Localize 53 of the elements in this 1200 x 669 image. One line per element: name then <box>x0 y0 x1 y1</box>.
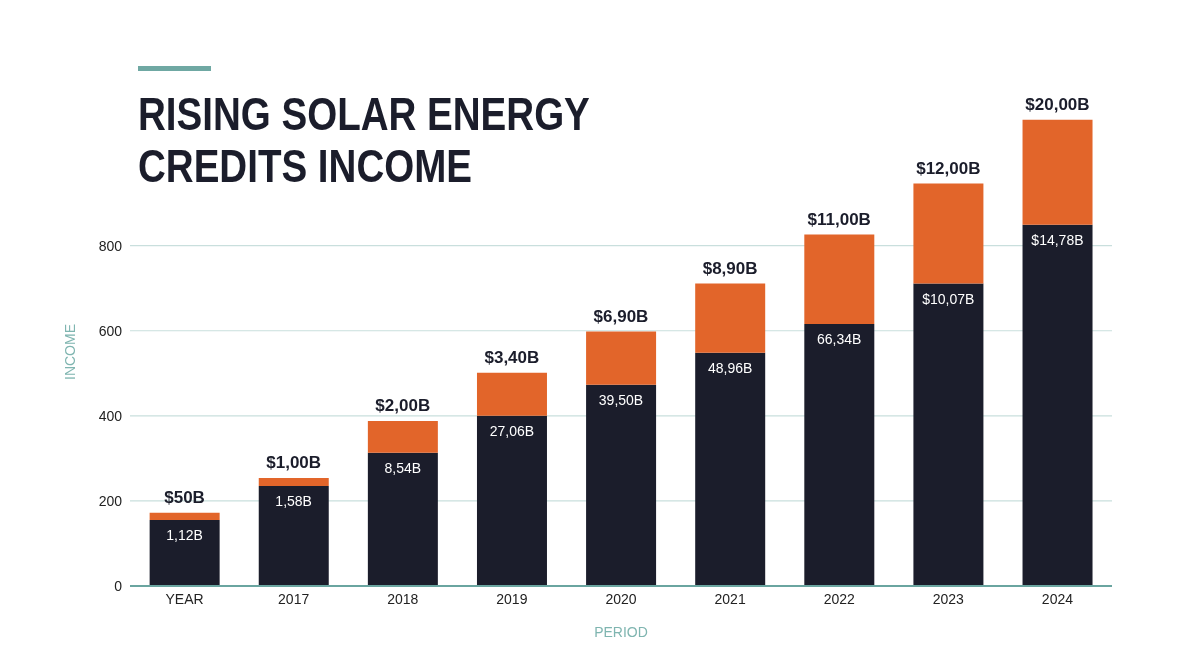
annotation: 8,54B <box>384 459 422 476</box>
annotation: $12,00B <box>916 158 981 178</box>
y-axis-title: INCOME <box>61 324 78 380</box>
annotation: $20,00B <box>1025 94 1090 114</box>
x-tick-label: 2022 <box>823 590 855 607</box>
x-tick-label: 2020 <box>605 590 637 607</box>
annotation: $11,00B <box>807 209 871 229</box>
bar <box>367 452 438 586</box>
annotation: 1,12B <box>166 527 203 544</box>
annotation: $6,90B <box>593 306 649 326</box>
x-tick-label: 2024 <box>1041 590 1074 607</box>
bar <box>913 283 984 586</box>
annotation: $2,00B <box>375 395 431 415</box>
x-tick-label: 2023 <box>932 590 965 607</box>
annotation: $8,90B <box>702 258 758 278</box>
annotation: 66,34B <box>817 330 862 347</box>
annotation: 48,96B <box>707 359 753 376</box>
bar <box>804 234 875 324</box>
x-tick-label: 2018 <box>387 590 419 607</box>
annotation: 39,50B <box>598 391 644 408</box>
y-tick-label: 0 <box>114 577 123 594</box>
bar <box>258 486 329 586</box>
bar <box>476 415 547 586</box>
chart-title: RISING SOLAR ENERGY CREDITS INCOME <box>138 87 591 192</box>
bar <box>149 520 220 586</box>
y-tick-label: 200 <box>98 492 123 509</box>
bar <box>258 477 329 487</box>
y-tick-label: 400 <box>98 407 123 424</box>
bar <box>149 512 220 521</box>
annotation: $14,78B <box>1031 231 1084 248</box>
annotation: 1,58B <box>275 493 312 510</box>
y-tick-label: 800 <box>98 237 123 254</box>
x-tick-label: 2021 <box>714 590 746 607</box>
bar <box>695 352 766 586</box>
annotation: $50B <box>164 487 205 507</box>
bar <box>586 331 657 385</box>
bar <box>367 420 438 453</box>
bar <box>1022 119 1093 225</box>
bar <box>804 323 875 586</box>
x-axis-title: PERIOD <box>594 624 648 640</box>
annotation: 27,06B <box>489 422 535 439</box>
annotation: $1,00B <box>266 452 322 472</box>
annotation: $10,07B <box>922 290 975 307</box>
x-tick-label: 2017 <box>278 590 310 607</box>
bar <box>695 283 766 353</box>
bar <box>913 183 984 284</box>
bar <box>476 372 547 416</box>
x-tick-label: 2019 <box>496 590 528 607</box>
x-tick-label: YEAR <box>165 590 204 607</box>
annotation: $3,40B <box>484 347 540 367</box>
bar <box>586 384 657 586</box>
y-tick-label: 600 <box>98 322 123 339</box>
bar <box>1022 224 1093 586</box>
